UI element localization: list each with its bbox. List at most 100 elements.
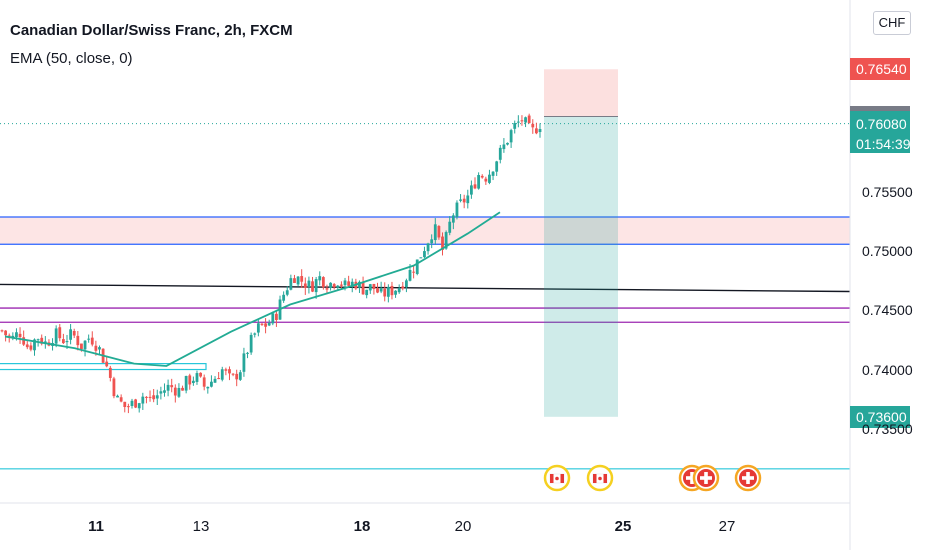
candle — [513, 120, 517, 134]
x-tick-label: 27 — [718, 518, 736, 535]
candle-body — [325, 288, 329, 290]
candle-body — [426, 243, 430, 252]
candle-body — [256, 323, 260, 333]
candle — [271, 311, 275, 326]
bar-countdown: 01:54:39 — [856, 135, 911, 152]
candle-body — [152, 395, 156, 400]
candle — [332, 283, 336, 290]
candle — [311, 276, 314, 293]
swiss-cross-icon[interactable] — [734, 464, 762, 492]
candle — [365, 289, 369, 299]
flag-band-left — [593, 474, 597, 483]
candle-body — [488, 174, 491, 183]
candle-body — [430, 239, 434, 244]
candle-body — [145, 396, 148, 398]
candle — [462, 194, 466, 209]
candle — [137, 402, 141, 413]
candle — [217, 372, 221, 380]
candle — [40, 334, 44, 346]
candle — [275, 311, 278, 327]
candle-body — [383, 288, 387, 297]
candle — [25, 339, 29, 350]
candle-body — [61, 339, 65, 344]
candle — [303, 277, 307, 295]
candle — [90, 331, 94, 347]
candle — [524, 116, 527, 128]
candle-body — [76, 335, 80, 346]
candle-body — [191, 380, 195, 384]
canada-flag-icon[interactable] — [543, 464, 571, 492]
candle — [426, 242, 430, 255]
candle — [368, 283, 372, 294]
candle — [61, 333, 65, 345]
last-price-tag: 0.76080 01:54:39 — [850, 110, 911, 153]
x-tick-label: 25 — [614, 518, 632, 535]
candle-body — [177, 387, 181, 397]
position-stop-zone[interactable] — [544, 69, 618, 117]
candle-body — [210, 381, 213, 387]
candle-body — [441, 236, 444, 250]
candle-body — [293, 278, 296, 284]
candle-body — [365, 289, 369, 296]
candle — [321, 276, 325, 290]
candle-body — [379, 288, 383, 292]
candle-body — [513, 123, 517, 129]
candle-body — [347, 281, 351, 286]
candle-body — [509, 130, 513, 143]
x-tick-label: 20 — [454, 518, 472, 535]
candle — [213, 376, 217, 383]
candle — [296, 276, 300, 287]
candle-body — [231, 373, 235, 375]
candle-body — [170, 385, 174, 388]
candle — [430, 234, 434, 249]
canada-flag-icon[interactable] — [586, 464, 614, 492]
flag-band-right — [560, 474, 564, 483]
ema-50-line[interactable] — [4, 211, 501, 367]
candle — [282, 291, 286, 303]
candle-body — [220, 369, 224, 380]
candle — [397, 284, 401, 294]
ema-legend[interactable]: EMA (50, close, 0) — [10, 50, 133, 67]
candle — [480, 174, 484, 179]
x-tick-label: 13 — [192, 518, 210, 535]
candle-body — [491, 171, 495, 176]
resistance-zone[interactable] — [0, 217, 850, 245]
candle-body — [4, 330, 8, 336]
trend-line[interactable] — [0, 283, 851, 293]
candle-body — [126, 406, 130, 408]
candle — [166, 379, 170, 397]
candle-body — [358, 281, 361, 288]
candle-body — [36, 339, 40, 341]
candle-body — [484, 178, 488, 182]
candle-body — [206, 386, 210, 389]
chart-title: Canadian Dollar/Swiss Franc, 2h, FXCM — [10, 22, 293, 39]
candle-body — [390, 285, 394, 296]
candle-body — [65, 341, 69, 343]
position-target-zone[interactable] — [544, 116, 618, 417]
candle-body — [448, 221, 452, 233]
candle-body — [98, 347, 101, 350]
candle — [155, 389, 159, 406]
candle — [210, 375, 213, 388]
swiss-cross-icon[interactable] — [692, 464, 720, 492]
candle-body — [408, 269, 412, 281]
currency-button[interactable]: CHF — [873, 11, 911, 35]
candle-body — [33, 339, 36, 351]
candle — [152, 389, 156, 403]
support-box[interactable] — [0, 363, 207, 371]
stop-price-tag: 0.76540 — [850, 58, 910, 81]
candle-body — [260, 323, 264, 325]
candle-body — [394, 290, 397, 295]
candle — [242, 347, 246, 377]
candle-body — [108, 367, 112, 378]
candle — [285, 286, 289, 297]
candle-body — [90, 337, 94, 345]
candle-body — [469, 185, 473, 195]
candle — [340, 281, 343, 290]
candle-body — [459, 199, 462, 201]
candle — [181, 385, 184, 391]
candle — [495, 160, 499, 176]
candle — [54, 325, 58, 348]
candle-body — [433, 224, 437, 241]
